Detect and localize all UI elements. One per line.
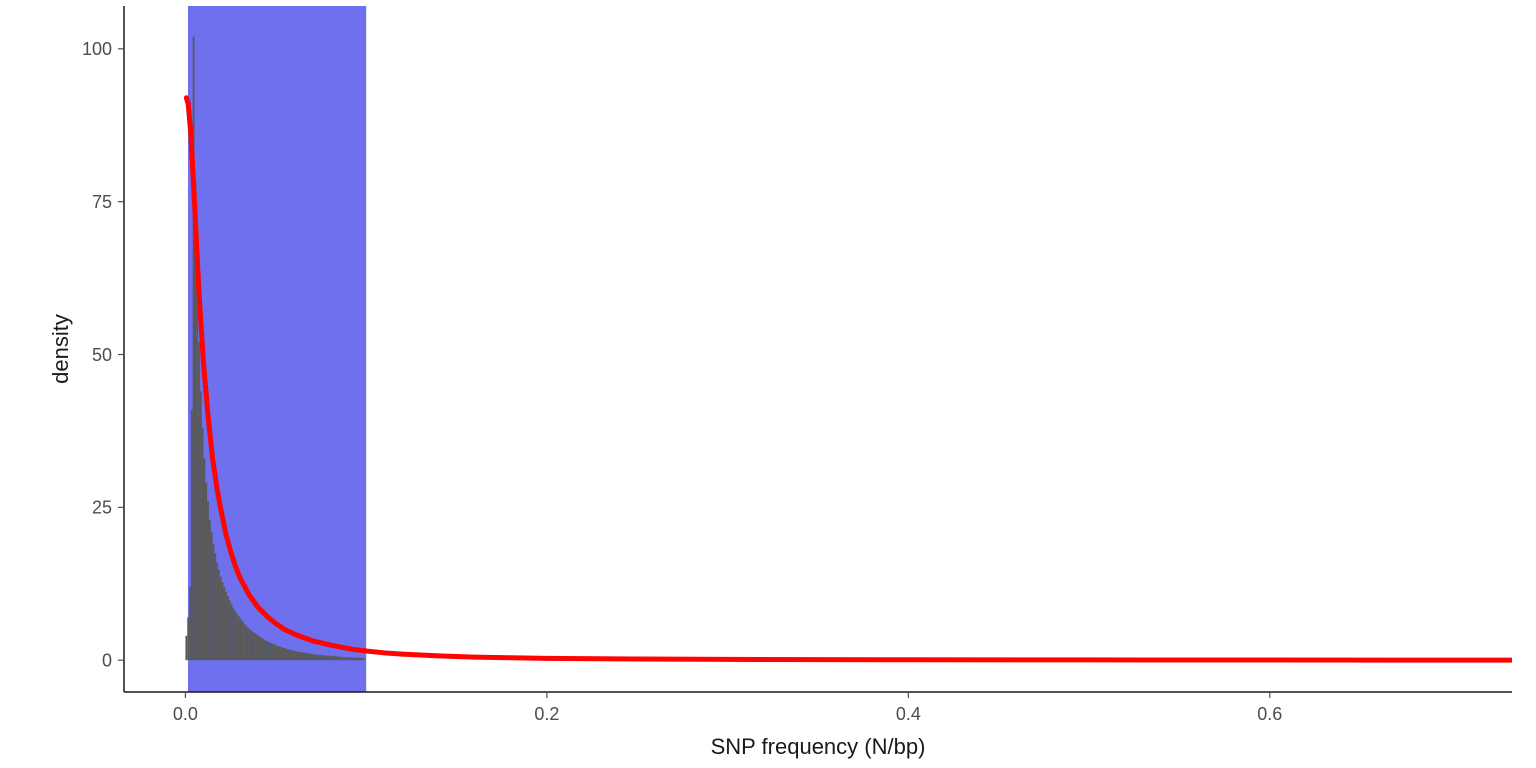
svg-text:100: 100: [82, 39, 112, 59]
y-axis-label: density: [48, 314, 73, 384]
svg-text:25: 25: [92, 498, 112, 518]
svg-text:0.2: 0.2: [534, 704, 559, 724]
svg-text:0.0: 0.0: [173, 704, 198, 724]
svg-text:0.4: 0.4: [896, 704, 921, 724]
svg-text:75: 75: [92, 192, 112, 212]
svg-text:0: 0: [102, 651, 112, 671]
x-axis-label: SNP frequency (N/bp): [711, 734, 926, 759]
svg-text:50: 50: [92, 345, 112, 365]
svg-text:0.6: 0.6: [1257, 704, 1282, 724]
chart-svg: 0.0 0.2 0.4 0.6 0 25 50 75 100 SNP frequency (N/b…: [0, 0, 1536, 768]
density-chart: 0.0 0.2 0.4 0.6 0 25 50 75 100 SNP frequency (N/b…: [0, 0, 1536, 768]
